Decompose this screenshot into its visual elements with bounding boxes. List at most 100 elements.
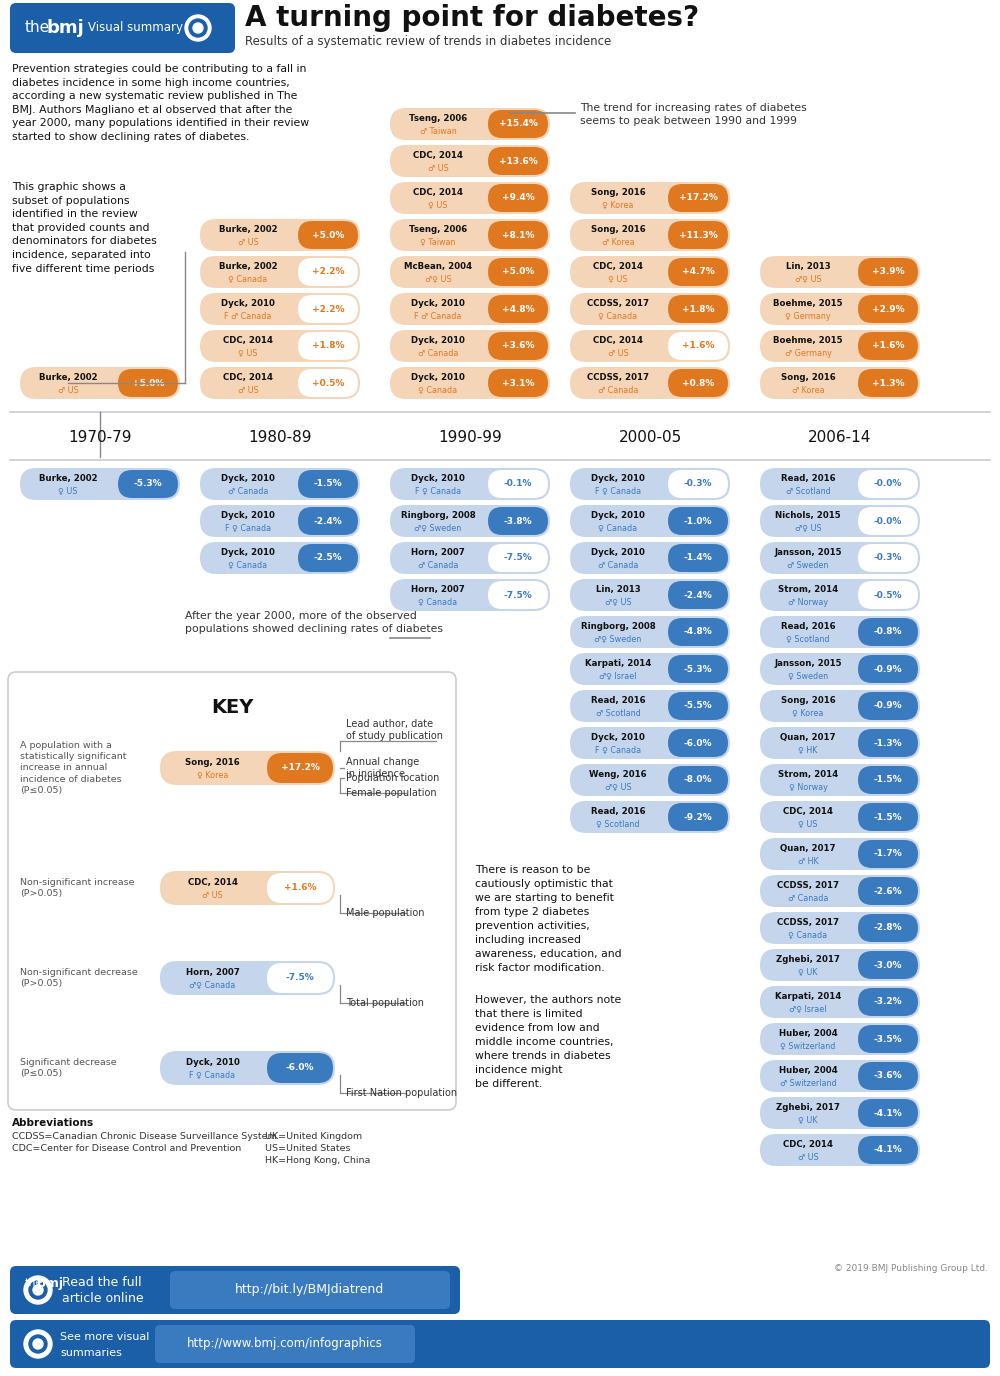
FancyBboxPatch shape (858, 259, 918, 286)
FancyBboxPatch shape (20, 367, 180, 399)
Text: ♀ Canada: ♀ Canada (598, 523, 638, 533)
Text: F ♀ Canada: F ♀ Canada (595, 746, 641, 754)
Text: Non-significant increase
(P>0.05): Non-significant increase (P>0.05) (20, 878, 134, 899)
FancyBboxPatch shape (488, 471, 548, 498)
Text: ♀ US: ♀ US (238, 348, 258, 358)
FancyBboxPatch shape (390, 505, 550, 537)
FancyBboxPatch shape (570, 689, 730, 722)
Text: Lin, 2013: Lin, 2013 (786, 261, 830, 271)
Text: F ♂ Canada: F ♂ Canada (414, 311, 462, 321)
FancyBboxPatch shape (8, 671, 456, 1110)
Text: Read, 2016: Read, 2016 (781, 622, 835, 632)
Text: Song, 2016: Song, 2016 (185, 758, 240, 766)
Text: Dyck, 2010: Dyck, 2010 (221, 548, 275, 557)
Text: Burke, 2002: Burke, 2002 (219, 226, 277, 234)
Text: -0.3%: -0.3% (874, 553, 902, 563)
Circle shape (193, 23, 203, 33)
Text: ♂ US: ♂ US (238, 385, 258, 395)
Text: +5.0%: +5.0% (502, 267, 534, 277)
FancyBboxPatch shape (760, 367, 920, 399)
Text: Dyck, 2010: Dyck, 2010 (221, 475, 275, 483)
Text: ♂ Scotland: ♂ Scotland (596, 709, 640, 717)
Text: ♂♀ US: ♂♀ US (795, 275, 821, 283)
Text: F ♀ Canada: F ♀ Canada (415, 487, 461, 495)
FancyBboxPatch shape (760, 912, 920, 944)
Text: Song, 2016: Song, 2016 (781, 373, 835, 383)
Text: CCDSS=Canadian Chronic Disease Surveillance System
CDC=Center for Disease Contro: CCDSS=Canadian Chronic Disease Surveilla… (12, 1132, 277, 1153)
FancyBboxPatch shape (488, 544, 548, 572)
Text: After the year 2000, more of the observed
populations showed declining rates of : After the year 2000, more of the observe… (185, 611, 443, 634)
Text: +13.6%: +13.6% (499, 157, 537, 165)
Text: ♂ Canada: ♂ Canada (228, 487, 268, 495)
Text: -0.8%: -0.8% (874, 627, 902, 637)
FancyBboxPatch shape (267, 1053, 333, 1083)
Text: Ringborg, 2008: Ringborg, 2008 (581, 622, 655, 632)
Text: -1.3%: -1.3% (874, 739, 902, 747)
FancyBboxPatch shape (858, 332, 918, 361)
FancyBboxPatch shape (858, 877, 918, 905)
Text: -3.0%: -3.0% (874, 960, 902, 970)
Text: F ♀ Canada: F ♀ Canada (225, 523, 271, 533)
FancyBboxPatch shape (390, 219, 550, 250)
Text: the: the (25, 21, 50, 36)
FancyBboxPatch shape (668, 804, 728, 831)
FancyBboxPatch shape (488, 506, 548, 535)
FancyBboxPatch shape (298, 471, 358, 498)
FancyBboxPatch shape (390, 256, 550, 288)
Text: -8.0%: -8.0% (684, 776, 712, 784)
FancyBboxPatch shape (760, 838, 920, 870)
Circle shape (29, 1335, 47, 1353)
FancyBboxPatch shape (570, 579, 730, 611)
Text: Boehme, 2015: Boehme, 2015 (773, 299, 843, 308)
FancyBboxPatch shape (858, 1137, 918, 1164)
FancyBboxPatch shape (390, 468, 550, 499)
FancyBboxPatch shape (760, 256, 920, 288)
Text: bmj: bmj (37, 1277, 63, 1289)
Text: ♀ Korea: ♀ Korea (602, 201, 634, 209)
FancyBboxPatch shape (858, 1025, 918, 1053)
Text: +9.4%: +9.4% (502, 194, 534, 202)
Text: Jansson, 2015: Jansson, 2015 (774, 548, 842, 557)
FancyBboxPatch shape (298, 294, 358, 323)
FancyBboxPatch shape (858, 1099, 918, 1127)
Text: 1970-79: 1970-79 (68, 429, 132, 444)
FancyBboxPatch shape (760, 505, 920, 537)
FancyBboxPatch shape (570, 727, 730, 760)
Text: Tseng, 2006: Tseng, 2006 (409, 226, 467, 234)
Text: Dyck, 2010: Dyck, 2010 (186, 1058, 239, 1066)
FancyBboxPatch shape (760, 579, 920, 611)
Text: Dyck, 2010: Dyck, 2010 (411, 299, 465, 308)
Text: F ♀ Canada: F ♀ Canada (189, 1071, 236, 1080)
Text: ♀ Canada: ♀ Canada (228, 275, 268, 283)
FancyBboxPatch shape (858, 618, 918, 645)
Text: CCDSS, 2017: CCDSS, 2017 (587, 373, 649, 383)
Text: 1990-99: 1990-99 (438, 429, 502, 444)
Text: Huber, 2004: Huber, 2004 (779, 1029, 837, 1038)
FancyBboxPatch shape (200, 293, 360, 325)
Text: +0.5%: +0.5% (312, 378, 344, 388)
Text: This graphic shows a
subset of populations
identified in the review
that provide: This graphic shows a subset of populatio… (12, 182, 157, 274)
Text: -0.0%: -0.0% (874, 516, 902, 526)
Text: ♂ Norway: ♂ Norway (788, 597, 828, 607)
Text: -5.5%: -5.5% (684, 702, 712, 710)
Text: +3.1%: +3.1% (502, 378, 534, 388)
Text: Quan, 2017: Quan, 2017 (780, 843, 836, 853)
Text: Horn, 2007: Horn, 2007 (411, 548, 465, 557)
FancyBboxPatch shape (668, 294, 728, 323)
Text: Non-significant decrease
(P>0.05): Non-significant decrease (P>0.05) (20, 967, 138, 988)
Text: -1.5%: -1.5% (874, 812, 902, 821)
Text: http://www.bmj.com/infographics: http://www.bmj.com/infographics (187, 1337, 383, 1350)
Text: Abbreviations: Abbreviations (12, 1117, 94, 1128)
FancyBboxPatch shape (488, 369, 548, 398)
Text: CDC, 2014: CDC, 2014 (413, 151, 463, 160)
FancyBboxPatch shape (668, 729, 728, 757)
Text: 2006-14: 2006-14 (808, 429, 872, 444)
FancyBboxPatch shape (570, 256, 730, 288)
Text: http://bit.ly/BMJdiatrend: http://bit.ly/BMJdiatrend (235, 1284, 385, 1296)
FancyBboxPatch shape (760, 1134, 920, 1165)
Circle shape (24, 1276, 52, 1304)
Text: ♀ US: ♀ US (798, 820, 818, 828)
Text: ♂ US: ♂ US (428, 164, 448, 172)
FancyBboxPatch shape (488, 110, 548, 138)
Text: ♂ US: ♂ US (238, 238, 258, 246)
